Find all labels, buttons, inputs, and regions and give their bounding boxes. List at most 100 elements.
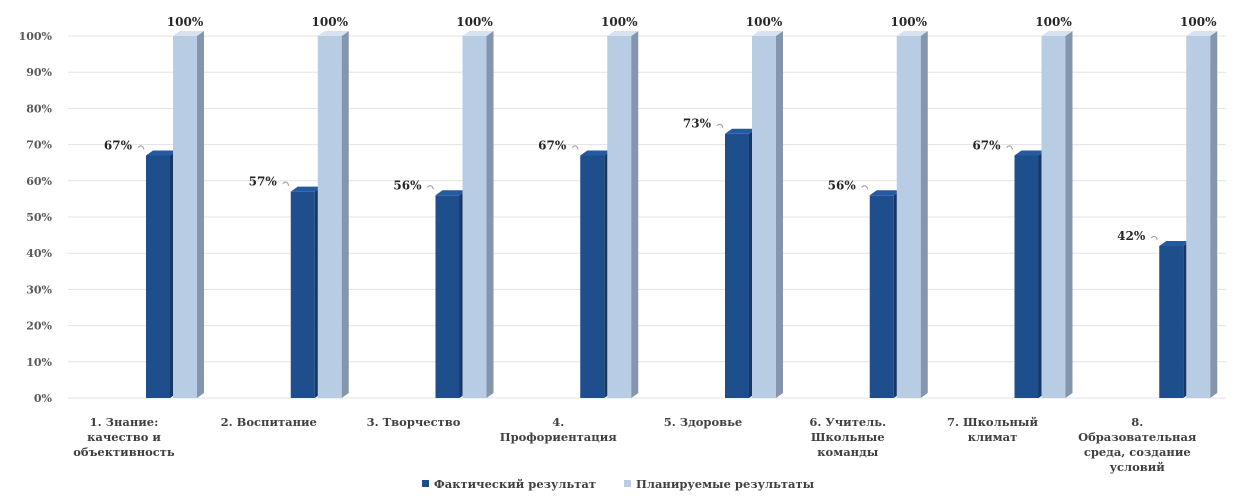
bar-side <box>486 31 494 398</box>
category-label: 6. Учитель. Школьные команды <box>809 415 886 459</box>
bar-side <box>920 31 928 398</box>
bar-top <box>896 31 928 36</box>
y-tick-label: 0% <box>34 392 53 405</box>
bar-side <box>631 31 639 398</box>
data-label-actual: 57% <box>249 175 278 189</box>
bar-actual <box>1014 155 1039 398</box>
category-label-line: среда, создание <box>1084 445 1191 459</box>
bar-side <box>197 31 204 398</box>
category-label-line: Образовательная <box>1078 430 1197 444</box>
bar-planned <box>462 36 487 398</box>
data-label-planned: 100% <box>1035 15 1072 29</box>
data-label-actual: 56% <box>393 178 422 192</box>
data-label-planned: 100% <box>312 15 349 29</box>
bar-planned <box>896 36 921 398</box>
bar-actual <box>435 195 460 398</box>
y-tick-label: 30% <box>26 283 52 296</box>
leader-line <box>1006 145 1013 150</box>
bar-planned <box>1186 36 1211 398</box>
data-label-actual: 67% <box>972 138 1001 152</box>
data-label-planned: 100% <box>601 15 638 29</box>
bar-side <box>776 31 783 398</box>
category-label-line: объективность <box>73 445 175 459</box>
y-tick-label: 90% <box>26 66 52 79</box>
bar-planned <box>607 36 632 398</box>
legend: Фактический результат Планируемые резуль… <box>0 476 1236 491</box>
leader-line <box>137 145 145 150</box>
category-label-line: 4. <box>552 415 564 429</box>
bar-actual <box>869 195 894 398</box>
data-label-actual: 42% <box>1117 229 1146 243</box>
bar-top <box>1159 240 1191 246</box>
y-tick-label: 70% <box>26 139 52 152</box>
bar-actual <box>725 133 749 399</box>
data-label-planned: 100% <box>1180 15 1217 29</box>
leader-line <box>861 185 869 190</box>
data-label-actual: 67% <box>538 138 567 152</box>
data-label-planned: 100% <box>891 15 928 29</box>
category-label-line: Школьные <box>811 430 885 444</box>
bar-top <box>1041 31 1073 36</box>
bar-side <box>1210 31 1218 398</box>
leader-line <box>716 123 724 128</box>
bar-planned <box>317 36 342 398</box>
bar-top <box>146 150 177 156</box>
bar-top <box>725 128 756 134</box>
leader-line <box>427 185 434 190</box>
category-label-line: 6. Учитель. <box>809 415 886 429</box>
category-label: 8. Образовательная среда, создание условий <box>1078 415 1197 474</box>
bar-planned <box>752 36 776 398</box>
data-label-planned: 100% <box>456 15 493 29</box>
y-tick-label: 80% <box>26 102 52 115</box>
bar-side <box>341 31 349 398</box>
bar-top <box>290 186 322 192</box>
leader-line <box>1150 235 1158 241</box>
bar-top <box>869 190 901 196</box>
bar-actual <box>580 155 605 398</box>
y-tick-label: 40% <box>26 247 52 260</box>
bar-actual <box>290 191 315 398</box>
category-label-line: 2. Воспитание <box>221 415 317 429</box>
bar-top <box>173 31 204 36</box>
data-label-actual: 56% <box>828 178 857 192</box>
data-label-actual: 73% <box>683 117 712 131</box>
bar-actual <box>146 155 170 398</box>
y-tick-label: 60% <box>26 175 52 188</box>
category-label-line: 8. <box>1131 415 1143 429</box>
category-label-line: Профориентация <box>500 430 618 444</box>
y-tick-label: 100% <box>19 30 53 43</box>
category-label-line: команды <box>817 445 878 459</box>
bar-top <box>580 150 612 156</box>
category-label: 3. Творчество <box>367 415 461 429</box>
category-label: 2. Воспитание <box>221 415 317 429</box>
legend-item-planned: Планируемые результаты <box>623 476 815 491</box>
y-tick-label: 10% <box>26 356 52 369</box>
data-label-actual: 67% <box>104 138 133 152</box>
category-label-line: 7. Школьный <box>947 415 1038 429</box>
category-label-line: качество и <box>87 430 161 444</box>
leader-line <box>282 181 290 186</box>
legend-item-actual: Фактический результат <box>421 476 596 491</box>
category-label: 7. Школьный климат <box>947 415 1038 444</box>
bar-planned <box>1041 36 1066 398</box>
category-label: 4. Профориентация <box>500 415 618 444</box>
bar-top <box>752 31 783 36</box>
bar-side <box>1065 31 1073 398</box>
category-label: 1. Знание: качество и объективность <box>73 415 175 459</box>
bar-top <box>435 190 467 196</box>
bar-top <box>1014 150 1046 156</box>
bar-planned <box>173 36 197 398</box>
y-tick-label: 50% <box>26 211 52 224</box>
data-label-planned: 100% <box>746 15 783 29</box>
y-tick-label: 20% <box>26 320 52 333</box>
category-label-line: климат <box>968 430 1018 444</box>
bar-top <box>317 31 349 36</box>
legend-label-planned: Планируемые результаты <box>635 476 815 491</box>
bar-top <box>462 31 494 36</box>
bar-actual <box>1159 245 1184 398</box>
bar-top <box>607 31 639 36</box>
data-label-planned: 100% <box>167 15 204 29</box>
legend-swatch-planned <box>623 480 631 487</box>
legend-label-actual: Фактический результат <box>433 476 596 491</box>
